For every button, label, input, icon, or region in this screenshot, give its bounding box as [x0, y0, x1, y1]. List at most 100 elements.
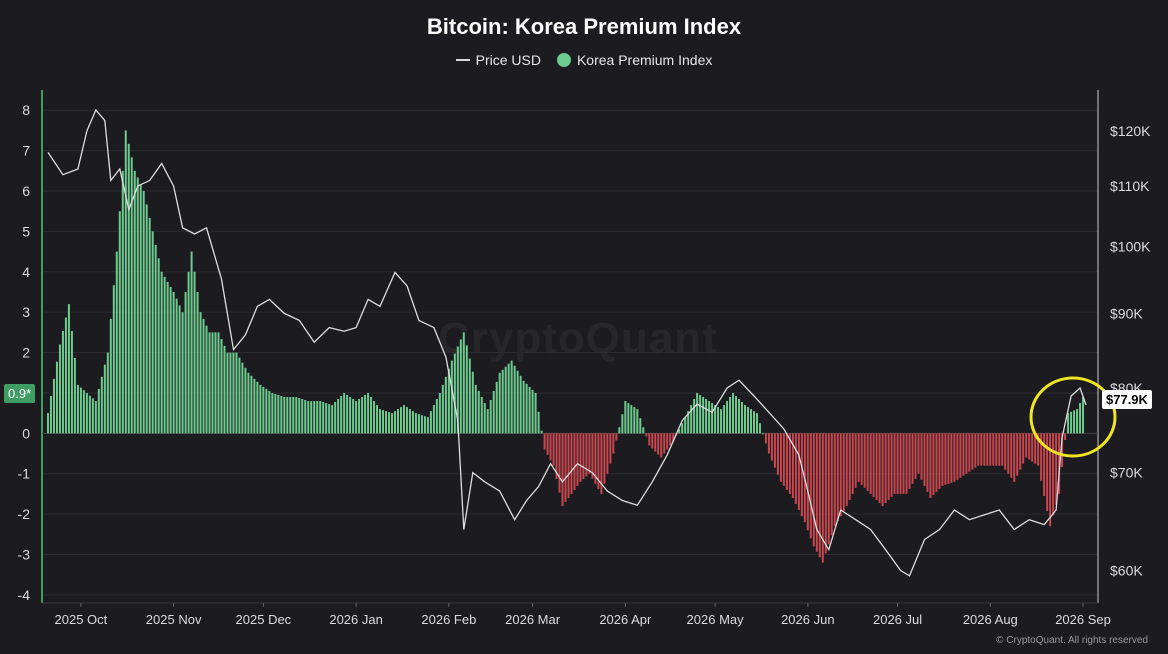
- premium-bar: [450, 360, 453, 434]
- premium-bar: [223, 345, 226, 434]
- premium-bar: [262, 386, 265, 434]
- premium-bar: [370, 396, 373, 434]
- premium-bar: [926, 433, 929, 492]
- premium-bar: [289, 396, 292, 434]
- premium-bar: [280, 395, 283, 434]
- watermark: CryptoQuant: [438, 314, 718, 363]
- premium-bar: [618, 427, 621, 434]
- premium-bar: [741, 402, 744, 434]
- premium-bar: [489, 400, 492, 434]
- premium-bar: [187, 271, 190, 434]
- premium-bar: [746, 407, 749, 434]
- premium-bar: [998, 433, 1001, 466]
- premium-bar: [579, 433, 582, 482]
- premium-bar: [1022, 433, 1025, 464]
- premium-bar: [1028, 433, 1031, 460]
- y-right-tick-label: $120K: [1110, 123, 1151, 139]
- premium-bar: [420, 415, 423, 434]
- last-premium-marker: 0.9*: [4, 384, 36, 403]
- premium-bar: [61, 331, 64, 434]
- y-right-tick-label: $90K: [1110, 305, 1143, 321]
- premium-bar: [346, 394, 349, 434]
- premium-bar: [1052, 433, 1055, 516]
- premium-bar: [705, 399, 708, 434]
- premium-bar: [274, 393, 277, 434]
- premium-bar: [172, 291, 175, 434]
- premium-bar: [851, 433, 854, 494]
- premium-bar: [839, 433, 842, 517]
- x-tick-label: 2026 May: [687, 612, 745, 627]
- premium-bar: [992, 433, 995, 466]
- premium-bar: [1001, 433, 1004, 466]
- premium-bar: [953, 433, 956, 482]
- premium-bar: [522, 380, 525, 434]
- y-left-tick-label: 7: [22, 143, 30, 159]
- premium-bar: [202, 318, 205, 434]
- premium-bar: [779, 433, 782, 482]
- premium-bar: [863, 433, 866, 488]
- premium-bar: [193, 271, 196, 434]
- legend-dot-swatch: [556, 53, 571, 67]
- premium-bar: [226, 352, 229, 434]
- premium-bar: [744, 405, 747, 434]
- premium-bar: [468, 358, 471, 434]
- legend-item-price[interactable]: Price USD: [455, 52, 541, 68]
- premium-bar: [914, 433, 917, 479]
- premium-bar: [657, 433, 660, 455]
- premium-bar: [486, 409, 489, 434]
- premium-bar: [594, 433, 597, 484]
- premium-bar: [426, 417, 429, 434]
- premium-bar: [950, 433, 953, 483]
- premium-bar: [310, 401, 313, 434]
- premium-bar: [199, 312, 202, 434]
- premium-bar: [905, 433, 908, 494]
- premium-bar: [630, 405, 633, 434]
- premium-bar: [498, 372, 501, 434]
- premium-bar: [678, 429, 681, 434]
- premium-bar: [205, 325, 208, 434]
- premium-bar: [145, 204, 148, 434]
- premium-bar: [1058, 433, 1061, 494]
- x-tick-label: 2025 Oct: [55, 612, 108, 627]
- premium-bar: [438, 392, 441, 434]
- premium-bar: [591, 433, 594, 479]
- premium-bar: [465, 345, 468, 434]
- premium-bar: [995, 433, 998, 466]
- premium-bar: [959, 433, 962, 478]
- premium-bar: [214, 332, 217, 434]
- premium-bar: [1061, 433, 1064, 468]
- premium-bar: [666, 433, 669, 450]
- premium-bar: [732, 392, 735, 434]
- premium-bar: [277, 394, 280, 434]
- premium-bar: [166, 281, 169, 434]
- premium-bar: [989, 433, 992, 466]
- premium-bar: [1034, 433, 1037, 464]
- premium-bar: [178, 305, 181, 434]
- legend-item-premium[interactable]: Korea Premium Index: [556, 52, 712, 68]
- premium-bar: [229, 352, 232, 434]
- premium-bar: [543, 433, 546, 450]
- premium-bar: [175, 298, 178, 434]
- premium-bar: [379, 409, 382, 434]
- premium-bar: [923, 433, 926, 486]
- premium-bar: [621, 414, 624, 434]
- premium-bar: [654, 433, 657, 452]
- premium-bar: [109, 318, 112, 434]
- premium-bar: [977, 433, 980, 466]
- premium-bar: [402, 405, 405, 434]
- premium-bar: [1049, 433, 1052, 527]
- premium-bar: [788, 433, 791, 494]
- premium-bar: [453, 353, 456, 434]
- premium-bar: [1046, 433, 1049, 512]
- premium-bar: [73, 357, 76, 434]
- premium-bar: [429, 411, 432, 434]
- premium-bar: [627, 403, 630, 434]
- premium-bar: [1043, 433, 1046, 496]
- premium-bar: [46, 413, 49, 434]
- premium-bar: [758, 423, 761, 434]
- premium-bar: [121, 170, 124, 434]
- premium-bar: [881, 433, 884, 507]
- premium-bar: [307, 401, 310, 434]
- premium-bar: [124, 130, 127, 434]
